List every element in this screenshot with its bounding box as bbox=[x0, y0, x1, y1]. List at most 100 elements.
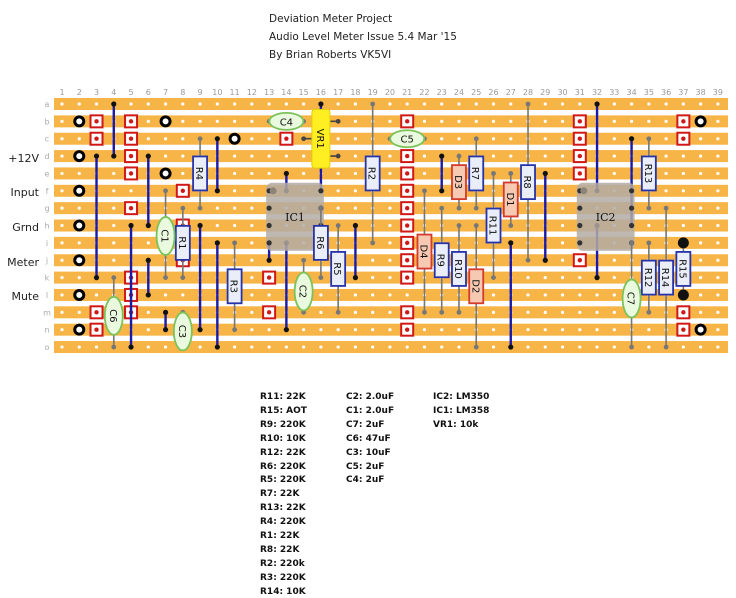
diode-body bbox=[502, 181, 519, 218]
hole bbox=[388, 189, 392, 193]
lead-end bbox=[111, 344, 117, 350]
hole bbox=[440, 137, 444, 141]
hole bbox=[543, 293, 547, 297]
hole bbox=[146, 241, 150, 245]
lead-end bbox=[301, 257, 307, 263]
ic-pin bbox=[628, 205, 635, 211]
hole bbox=[699, 241, 703, 245]
hole bbox=[560, 276, 565, 280]
hole bbox=[336, 328, 340, 332]
row-letter: m bbox=[43, 308, 51, 317]
diode-label: D2 bbox=[469, 279, 480, 293]
potentiometer-vr1 bbox=[301, 108, 341, 169]
wire-end bbox=[508, 344, 514, 350]
track-cut-dot bbox=[405, 119, 410, 124]
lead-end bbox=[370, 101, 376, 107]
hole bbox=[250, 241, 254, 245]
wire-end bbox=[628, 136, 635, 142]
hole bbox=[388, 206, 392, 210]
parts-list-item: C5: 2uF bbox=[346, 461, 385, 472]
hole bbox=[388, 223, 392, 228]
wire-end bbox=[197, 327, 203, 333]
hole bbox=[371, 328, 375, 332]
hole bbox=[647, 328, 651, 332]
hole bbox=[560, 119, 565, 123]
hole bbox=[664, 189, 668, 193]
resistor-label: R14 bbox=[659, 268, 670, 288]
capacitor-body bbox=[389, 129, 426, 149]
lead-end bbox=[163, 275, 168, 280]
hole bbox=[146, 310, 150, 314]
hole bbox=[491, 328, 496, 332]
terminal-pin bbox=[73, 288, 86, 301]
hole bbox=[77, 102, 81, 106]
column-number: 16 bbox=[316, 88, 326, 97]
vr1-pin-end bbox=[335, 153, 341, 159]
hole bbox=[336, 102, 340, 106]
row-letter: j bbox=[45, 256, 48, 265]
hole bbox=[647, 102, 651, 106]
column-number: 36 bbox=[661, 88, 671, 97]
column-number: 31 bbox=[575, 88, 585, 97]
lead-end bbox=[111, 275, 117, 280]
column-number: 38 bbox=[696, 88, 706, 97]
hole bbox=[543, 345, 547, 349]
hole bbox=[388, 241, 392, 245]
row-letter: a bbox=[45, 100, 50, 109]
hole bbox=[181, 154, 185, 158]
hole bbox=[647, 119, 651, 123]
hole bbox=[302, 345, 306, 349]
terminal-pin bbox=[677, 289, 689, 301]
terminal-pin bbox=[228, 132, 241, 145]
hole bbox=[716, 206, 720, 210]
hole bbox=[543, 119, 547, 123]
terminal-pin bbox=[694, 115, 707, 128]
row-letter: h bbox=[44, 222, 49, 231]
lead-end bbox=[663, 344, 669, 350]
hole bbox=[181, 293, 185, 297]
hole bbox=[681, 154, 685, 158]
hole bbox=[699, 258, 703, 262]
hole bbox=[560, 189, 565, 193]
column-number: 29 bbox=[540, 88, 550, 97]
resistor-body bbox=[640, 259, 657, 296]
hole bbox=[543, 328, 547, 332]
track-cut-dot bbox=[405, 153, 410, 159]
parts-list-item: C6: 47uF bbox=[346, 433, 391, 444]
resistor-body bbox=[226, 268, 243, 305]
hole bbox=[233, 102, 237, 106]
track-cut-dot bbox=[405, 310, 410, 315]
hole bbox=[60, 258, 64, 262]
hole bbox=[509, 119, 513, 123]
hole bbox=[60, 276, 64, 280]
hole bbox=[233, 171, 237, 176]
hole bbox=[526, 276, 530, 280]
hole bbox=[60, 137, 64, 141]
row-letter: e bbox=[45, 169, 50, 178]
wire-end bbox=[352, 275, 359, 281]
track-cut-dot bbox=[94, 327, 99, 332]
ic-label: IC1 bbox=[285, 211, 305, 224]
hole bbox=[233, 189, 237, 193]
parts-list-other: IC2: LM350 IC1: LM358 VR1: 10k bbox=[433, 391, 489, 433]
hole bbox=[578, 102, 582, 106]
resistor-label: R11 bbox=[487, 216, 498, 236]
ic-pin1-marker bbox=[580, 187, 588, 195]
resistor-body bbox=[451, 251, 467, 287]
label-input: Input bbox=[10, 186, 39, 199]
hole bbox=[716, 189, 720, 193]
hole bbox=[422, 345, 427, 349]
hole bbox=[112, 241, 116, 245]
hole bbox=[112, 171, 116, 176]
hole bbox=[422, 119, 427, 123]
hole bbox=[491, 119, 496, 123]
hole bbox=[77, 241, 81, 245]
hole bbox=[543, 137, 547, 141]
lead-end bbox=[335, 223, 341, 228]
row-letter: l bbox=[46, 291, 48, 300]
resistor-label: R4 bbox=[193, 167, 204, 180]
hole bbox=[560, 223, 565, 228]
hole bbox=[163, 137, 168, 141]
hole bbox=[302, 102, 306, 106]
hole bbox=[267, 171, 271, 176]
